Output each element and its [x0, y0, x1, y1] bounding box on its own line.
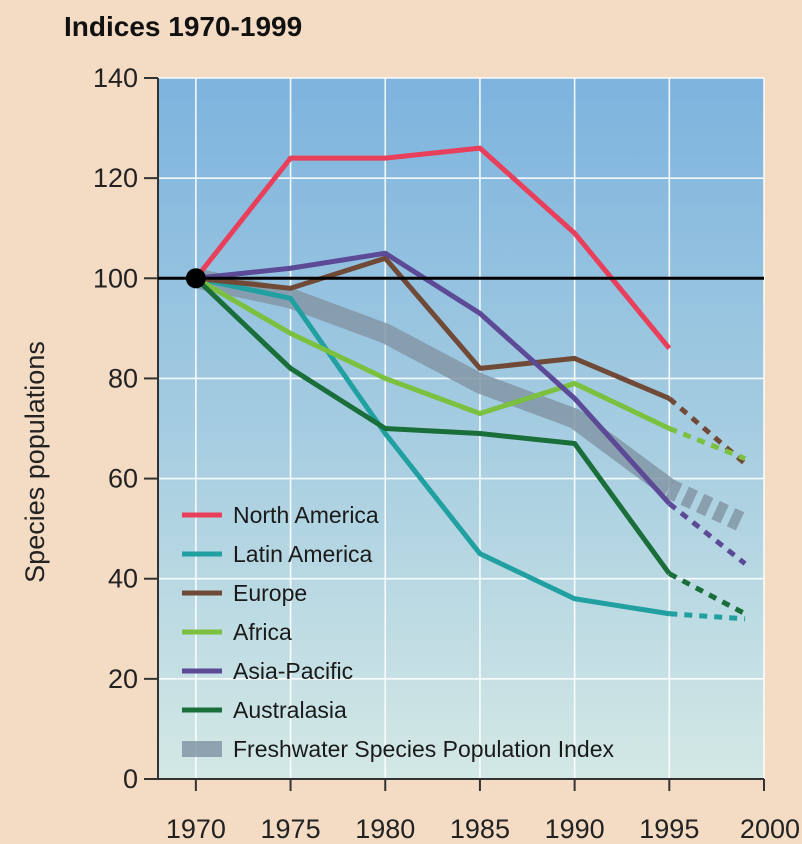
legend-swatch: [182, 551, 222, 557]
series-line-europe: [195, 255, 671, 401]
y-tick-label: 40: [108, 564, 138, 594]
legend-label: Latin America: [233, 541, 373, 567]
series-projection-europe: [667, 396, 747, 466]
legend-label: Freshwater Species Population Index: [233, 736, 614, 762]
x-tick-label: 1980: [355, 814, 415, 844]
y-tick-label: 140: [93, 63, 138, 93]
legend-label: North America: [233, 502, 379, 528]
x-tick-label: 2000: [740, 814, 800, 844]
legend-label: Asia-Pacific: [233, 658, 353, 684]
series-line-latin-america: [195, 275, 670, 617]
y-tick-label: 60: [108, 464, 138, 494]
x-tick-label: 1985: [450, 814, 510, 844]
chart-title: Indices 1970-1999: [64, 11, 302, 42]
series-projection-latin-america: [669, 611, 746, 622]
x-tick-label: 1995: [639, 814, 699, 844]
legend-label: Australasia: [233, 697, 347, 723]
legend: North America Latin America Europe Africa As…: [182, 502, 614, 762]
y-axis-label: Species populations: [20, 341, 50, 583]
series-line-north-america: [193, 145, 672, 350]
x-tick-label: 1970: [166, 814, 226, 844]
series-line-australasia: [194, 276, 672, 576]
y-tick-label: 120: [93, 163, 138, 193]
legend-label: Europe: [233, 580, 307, 606]
x-tick-label: 1975: [261, 814, 321, 844]
legend-swatch: [182, 668, 222, 674]
axes: 0 20 40 60 80 100 120 140 1970 1975 1980 1985 1990 19…: [93, 63, 800, 844]
legend-swatch: [182, 629, 222, 635]
legend-swatch: [182, 590, 222, 596]
y-tick-label: 80: [108, 363, 138, 393]
series-line-asia-pacific: [195, 250, 672, 506]
series-projection-africa: [668, 426, 746, 461]
legend-label: Africa: [233, 619, 292, 645]
series-projection-asia-pacific: [667, 501, 747, 566]
origin-marker: [185, 268, 206, 289]
legend-swatch: [182, 707, 222, 713]
series-lines: [158, 145, 764, 622]
y-tick-label: 0: [123, 764, 138, 794]
series-line-africa: [194, 276, 671, 431]
y-tick-label: 20: [108, 664, 138, 694]
series-projection-freshwater-species-population-index: [665, 479, 750, 533]
legend-swatch: [182, 512, 222, 518]
x-tick-label: 1990: [545, 814, 605, 844]
legend-swatch: [182, 741, 222, 757]
y-tick-label: 100: [93, 263, 138, 293]
